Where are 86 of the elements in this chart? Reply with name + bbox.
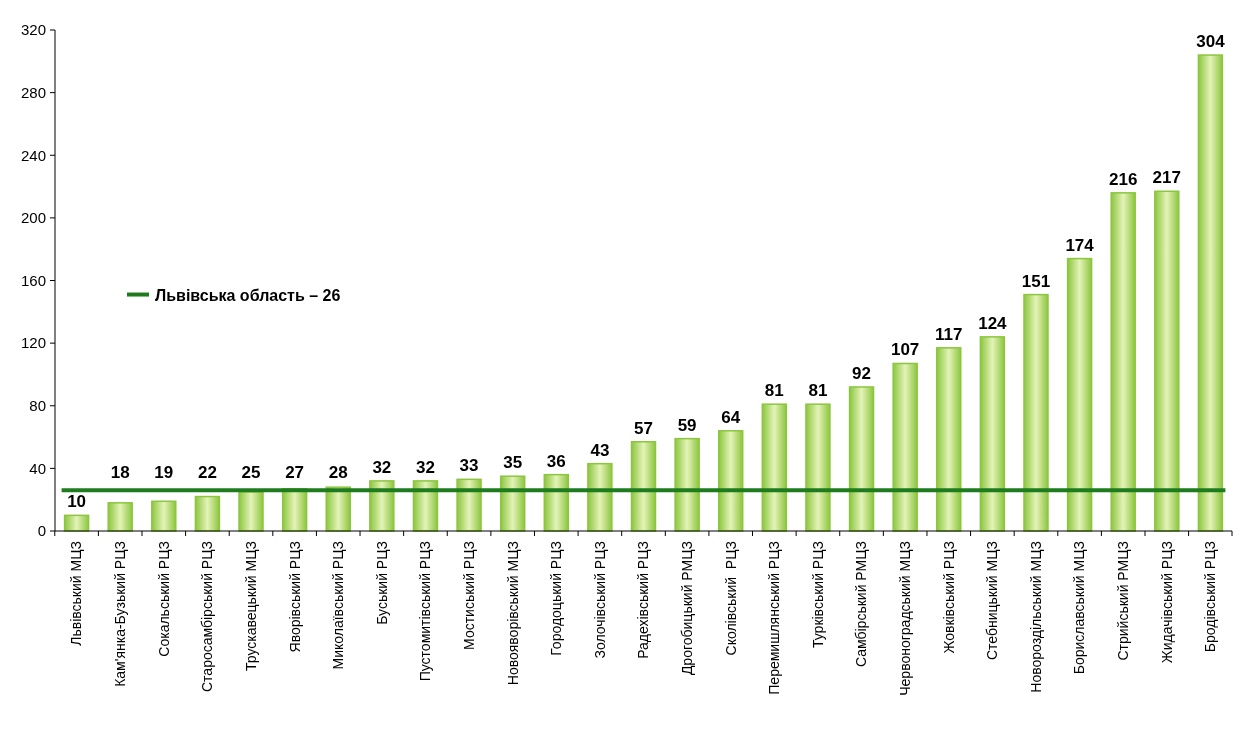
x-tick-label: Жовківський РЦЗ <box>940 541 957 654</box>
x-tick-label: Дрогобицький РМЦЗ <box>679 541 696 676</box>
y-tick-label: 80 <box>29 397 46 414</box>
bar <box>1110 192 1136 532</box>
data-label: 81 <box>764 381 784 401</box>
data-label: 33 <box>459 456 479 476</box>
x-tick-label: Радехівський РЦЗ <box>635 541 652 659</box>
data-label: 27 <box>285 463 305 483</box>
x-tick-label: Пустомитівський РЦЗ <box>417 541 434 682</box>
data-label: 10 <box>67 492 87 512</box>
bar <box>456 478 482 532</box>
bar <box>979 336 1006 532</box>
x-tick-label: Львівський МЦЗ <box>68 541 85 646</box>
x-tick-label: Стрийський РМЦЗ <box>1115 541 1132 661</box>
data-label: 32 <box>416 457 435 477</box>
x-tick-label: Мостиський РЦЗ <box>460 541 477 650</box>
bar <box>805 403 831 532</box>
x-tick-label: Самбірський РМЦЗ <box>853 541 870 668</box>
y-tick-label: 40 <box>29 459 46 477</box>
x-tick-label: Городоцький РЦЗ <box>548 541 565 656</box>
bar <box>194 495 221 532</box>
x-tick-label: Червоноградський МЦЗ <box>897 541 914 696</box>
legend-label: Львівська область – 26 <box>155 286 341 304</box>
data-label: 216 <box>1109 169 1138 189</box>
data-label: 174 <box>1065 235 1095 255</box>
data-label: 59 <box>677 415 697 435</box>
y-tick-label: 0 <box>37 522 46 540</box>
data-label: 124 <box>978 313 1008 333</box>
bar <box>717 430 744 532</box>
bar <box>630 441 657 532</box>
y-tick-label: 240 <box>20 146 46 164</box>
bar <box>587 462 613 532</box>
data-label: 117 <box>935 324 963 344</box>
bar <box>1197 54 1224 532</box>
x-tick-label: Золочівський РЦЗ <box>591 541 608 659</box>
x-tick-label: Новояворівський МЦЗ <box>504 541 521 686</box>
bar <box>674 437 700 532</box>
data-label: 151 <box>1021 271 1051 291</box>
bar <box>892 362 918 532</box>
x-tick-label: Турківський РЦЗ <box>809 541 826 649</box>
data-label: 107 <box>890 340 920 360</box>
x-tick-label: Бориславський МЦЗ <box>1071 541 1088 675</box>
x-tick-label: Стебницький МЦЗ <box>984 541 1001 661</box>
bar <box>325 486 351 532</box>
data-label: 43 <box>590 440 610 460</box>
bar <box>1066 257 1093 532</box>
bar <box>1154 190 1180 532</box>
bar <box>238 491 264 532</box>
bar <box>936 347 962 532</box>
x-tick-label: Миколаївський РЦЗ <box>330 541 347 670</box>
data-label: 217 <box>1152 168 1181 188</box>
data-label: 32 <box>372 457 392 477</box>
x-tick-label: Буський РЦЗ <box>373 541 390 625</box>
x-tick-label: Жидачівський РЦЗ <box>1158 541 1175 664</box>
y-tick-label: 160 <box>20 271 46 289</box>
data-label: 19 <box>154 463 174 483</box>
data-label: 25 <box>241 463 261 483</box>
data-label: 36 <box>546 451 566 471</box>
data-label: 57 <box>634 418 653 438</box>
y-tick-label: 280 <box>20 83 46 101</box>
y-tick-label: 120 <box>20 334 46 352</box>
data-label: 304 <box>1196 32 1226 52</box>
bar <box>151 500 177 532</box>
x-tick-label: Новороздільський МЦЗ <box>1027 541 1044 693</box>
bar <box>107 502 133 532</box>
y-tick-label: 320 <box>20 21 46 39</box>
x-tick-label: Сокальський РЦЗ <box>155 541 172 657</box>
data-label: 22 <box>197 463 217 483</box>
data-label: 35 <box>503 453 523 473</box>
x-tick-label: Перемишлянський РЦЗ <box>766 541 783 695</box>
bar <box>761 403 788 532</box>
y-tick-label: 200 <box>20 209 46 227</box>
data-label: 18 <box>110 463 130 483</box>
bar <box>1023 293 1049 532</box>
x-tick-label: Старосамбірський РЦЗ <box>199 541 216 692</box>
data-label: 28 <box>328 463 348 483</box>
x-tick-label: Трускавецький МЦЗ <box>242 541 259 671</box>
x-tick-label: Бродівський РЦЗ <box>1202 541 1219 653</box>
data-label: 64 <box>721 407 741 427</box>
data-label: 81 <box>808 381 828 401</box>
data-label: 92 <box>852 363 871 383</box>
bar <box>369 480 395 532</box>
x-tick-label: Яворівський РЦЗ <box>286 541 303 653</box>
x-tick-label: Кам'янка-Бузький РЦЗ <box>112 541 129 687</box>
x-tick-label: Сколівський РЦЗ <box>722 541 739 656</box>
bar <box>848 386 875 532</box>
